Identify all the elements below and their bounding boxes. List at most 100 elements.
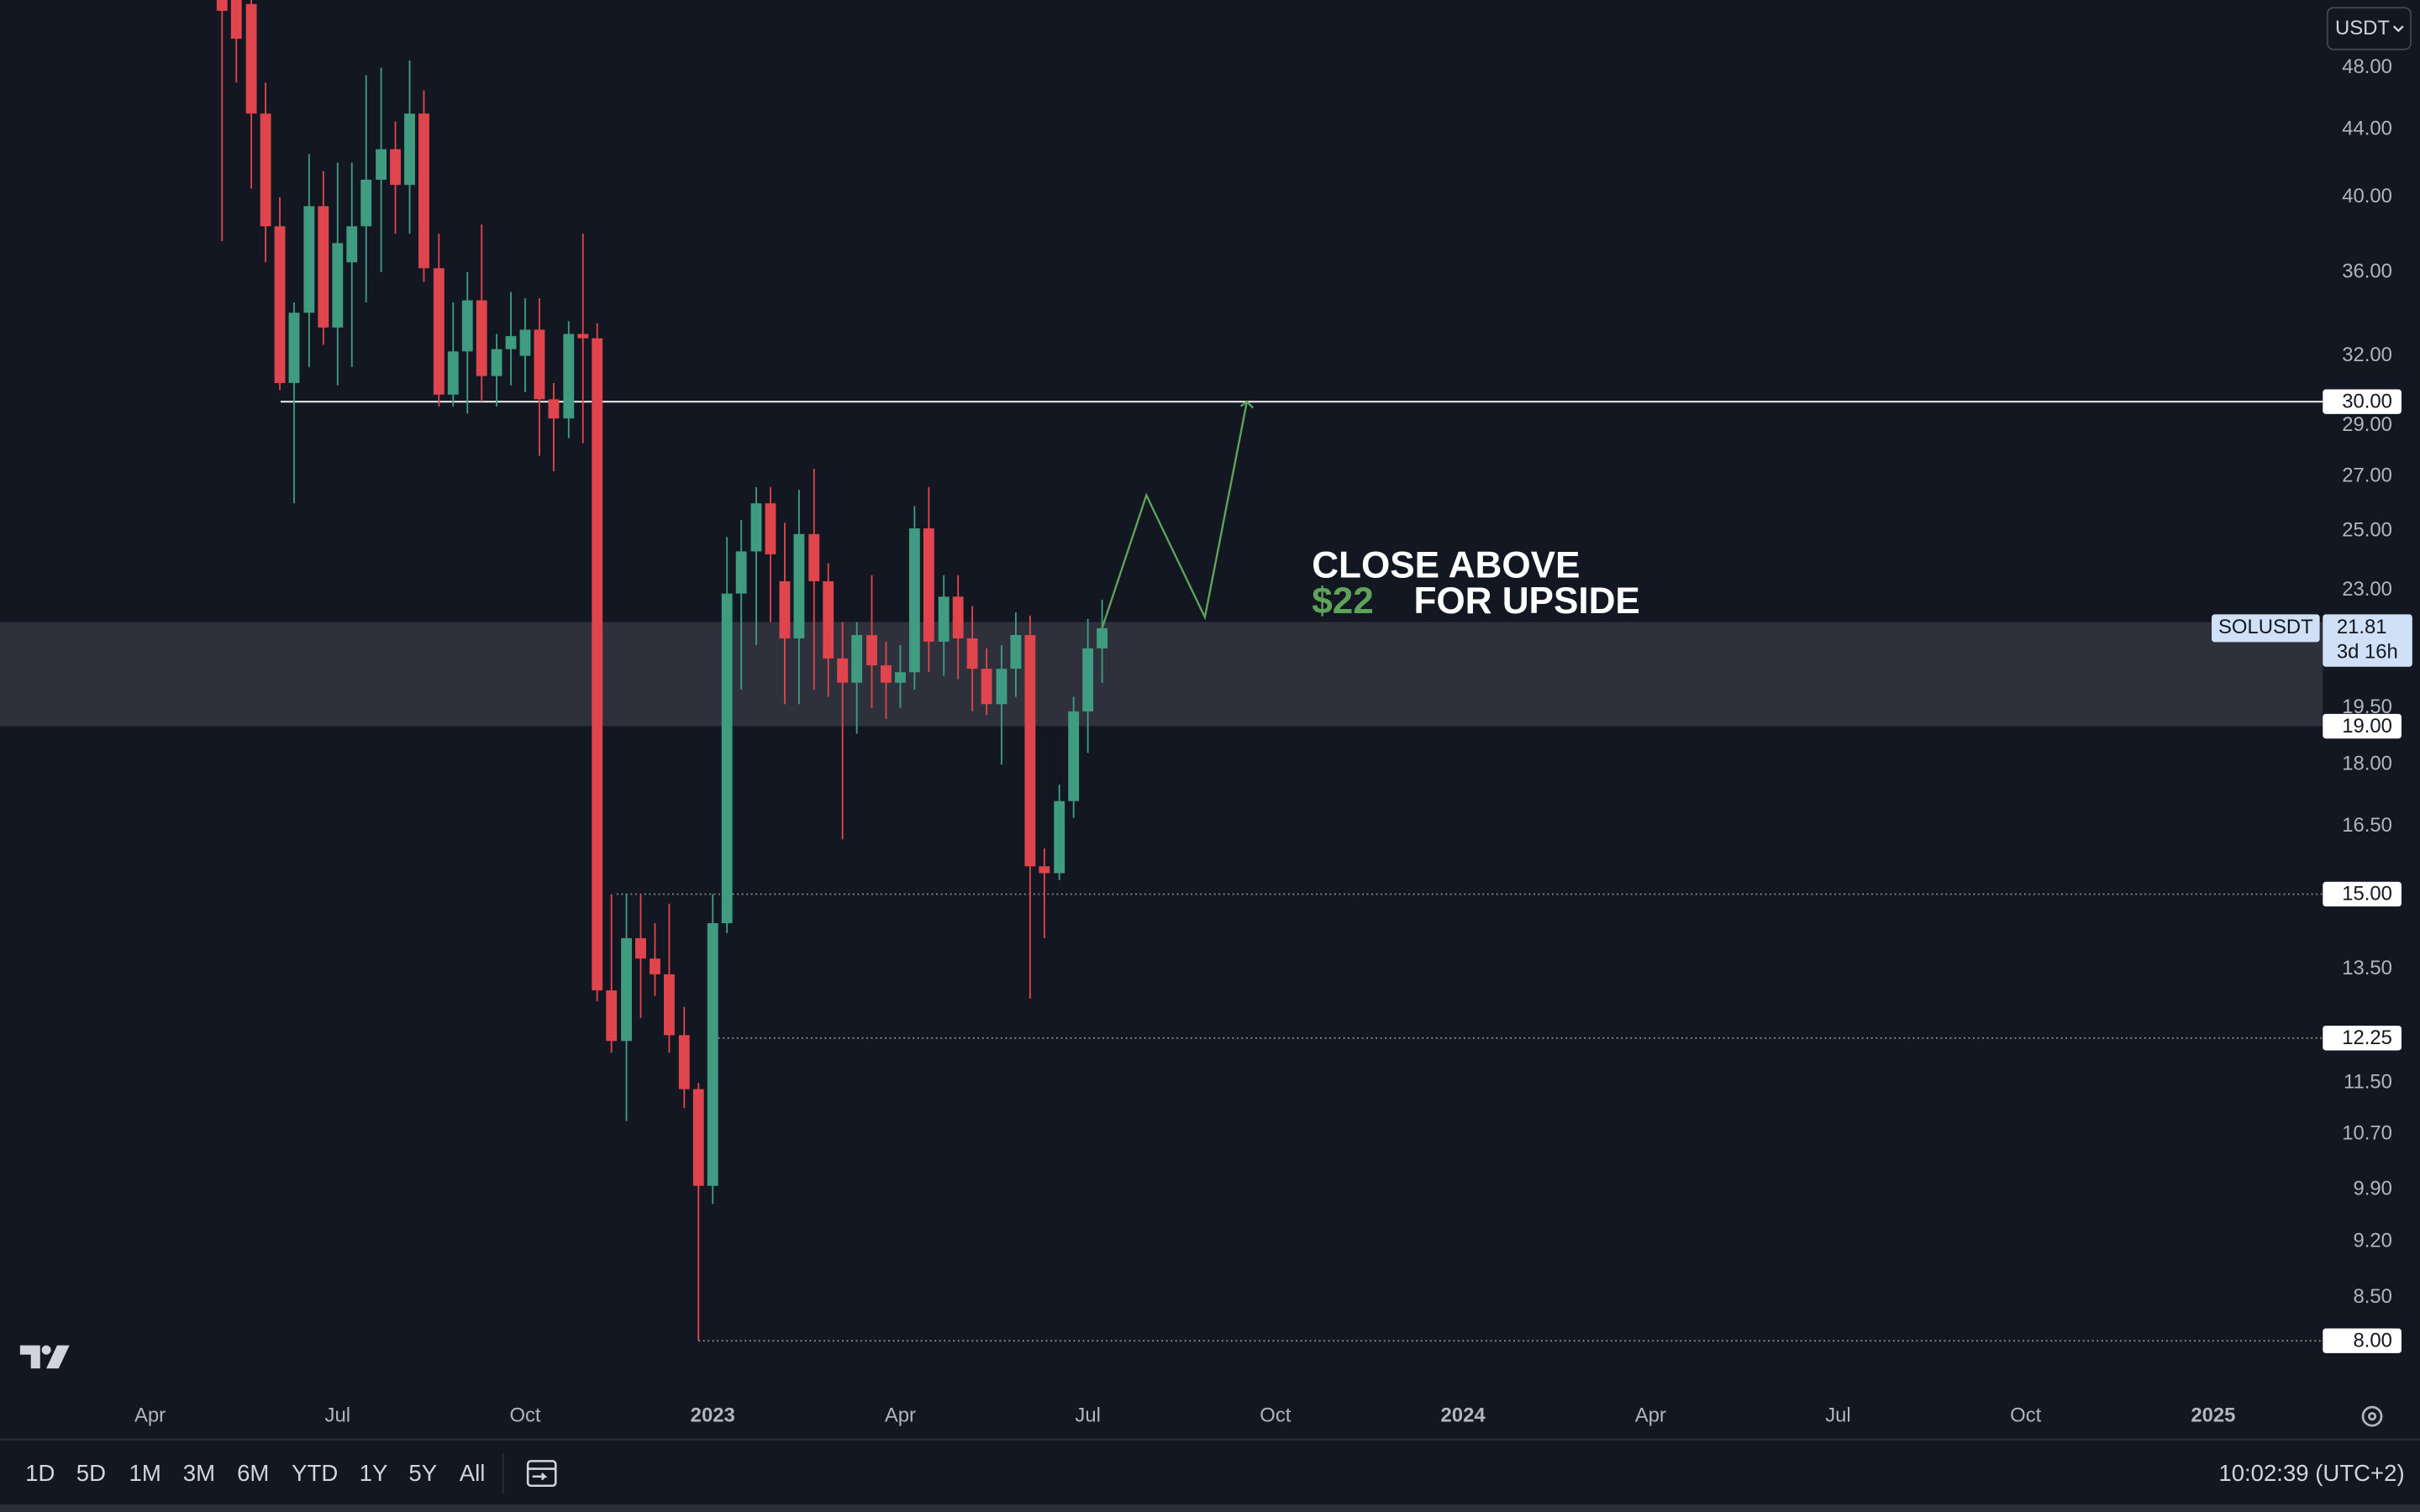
candle-body bbox=[923, 528, 934, 642]
candle-body bbox=[491, 349, 502, 376]
y-tick-label: 16.50 bbox=[2342, 814, 2392, 837]
candle-body bbox=[678, 1035, 690, 1089]
level-label-box bbox=[2323, 881, 2402, 907]
level-label: 8.00 bbox=[2354, 1329, 2392, 1352]
candle-body bbox=[866, 635, 877, 666]
candle-body bbox=[1097, 627, 1108, 648]
candle-body bbox=[793, 533, 805, 638]
currency-label[interactable]: USDT bbox=[2335, 17, 2390, 39]
candle-body bbox=[1082, 648, 1094, 711]
x-tick-label: Apr bbox=[134, 1404, 166, 1426]
y-tick-label: 8.50 bbox=[2354, 1285, 2392, 1308]
candle-body bbox=[1024, 635, 1036, 867]
level-label-box bbox=[2323, 389, 2402, 414]
candle-body bbox=[808, 533, 820, 581]
y-tick-label: 32.00 bbox=[2342, 344, 2392, 366]
candle-body bbox=[707, 923, 718, 1186]
candle-body bbox=[1010, 635, 1022, 669]
x-tick-label: Apr bbox=[1635, 1404, 1666, 1426]
x-tick-label: 2024 bbox=[1441, 1404, 1486, 1426]
level-label-box bbox=[2323, 713, 2402, 739]
annotation-line2: FOR UPSIDE bbox=[1413, 580, 1639, 622]
x-tick-label: Oct bbox=[509, 1404, 540, 1426]
y-tick-label: 29.00 bbox=[2342, 413, 2392, 436]
settings-icon[interactable] bbox=[2361, 1405, 2383, 1427]
level-label: 30.00 bbox=[2342, 390, 2392, 412]
x-tick-label: 2023 bbox=[691, 1404, 735, 1426]
candle-body bbox=[461, 300, 473, 352]
bottom-strip bbox=[0, 1504, 2420, 1512]
tradingview-logo bbox=[19, 1345, 70, 1369]
currency-button[interactable]: USDT bbox=[2326, 7, 2412, 50]
date-range-icon[interactable] bbox=[526, 1460, 557, 1488]
candle-body bbox=[318, 206, 329, 328]
candle-body bbox=[288, 312, 300, 383]
candle-body bbox=[245, 3, 257, 114]
level-label: 15.00 bbox=[2342, 883, 2392, 906]
candle-body bbox=[851, 635, 863, 683]
candle-body bbox=[721, 593, 733, 924]
x-tick-label: Jul bbox=[325, 1404, 351, 1426]
symbol-box bbox=[2212, 614, 2320, 643]
candle-body bbox=[592, 338, 603, 991]
candle-body bbox=[476, 300, 487, 376]
candle-body bbox=[376, 149, 387, 180]
candle-body bbox=[447, 351, 459, 395]
countdown: 3d 16h bbox=[2337, 641, 2398, 664]
annotation-line1: CLOSE ABOVE bbox=[1312, 545, 1580, 586]
candle-body bbox=[881, 665, 892, 683]
range-button[interactable]: YTD bbox=[292, 1460, 338, 1486]
level-label: 19.00 bbox=[2342, 715, 2392, 738]
x-tick-label: Jul bbox=[1075, 1404, 1100, 1426]
candle-body bbox=[346, 226, 358, 263]
range-button[interactable]: 1M bbox=[129, 1460, 161, 1486]
candle-body bbox=[692, 1089, 704, 1186]
candle-body bbox=[519, 329, 531, 356]
range-button[interactable]: 1D bbox=[25, 1460, 55, 1486]
y-tick-label: 36.00 bbox=[2342, 260, 2392, 282]
candle-body bbox=[563, 333, 575, 419]
clock: 10:02:39 (UTC+2) bbox=[2218, 1460, 2404, 1486]
y-tick-label: 27.00 bbox=[2342, 465, 2392, 487]
candle-body bbox=[534, 329, 545, 400]
candle-body bbox=[779, 580, 791, 638]
range-button[interactable]: 3M bbox=[183, 1460, 215, 1486]
candle-body bbox=[966, 638, 978, 669]
candle-body bbox=[433, 268, 445, 395]
candle-body bbox=[750, 503, 762, 552]
candle-body bbox=[260, 113, 271, 227]
projection-arrowhead bbox=[1239, 400, 1255, 409]
candle-body bbox=[216, 0, 228, 11]
candle-body bbox=[332, 243, 344, 328]
plot-area bbox=[0, 0, 2323, 1342]
candle-body bbox=[404, 113, 415, 186]
y-tick-label: 9.20 bbox=[2354, 1229, 2392, 1252]
candle-body bbox=[505, 336, 517, 349]
y-tick-label: 25.00 bbox=[2342, 519, 2392, 542]
range-button[interactable]: 6M bbox=[237, 1460, 269, 1486]
support-zone bbox=[0, 622, 2323, 727]
candle-body bbox=[981, 669, 992, 705]
projection-path bbox=[1101, 401, 1249, 629]
range-button[interactable]: 1Y bbox=[360, 1460, 388, 1486]
y-tick-label: 11.50 bbox=[2344, 1071, 2392, 1094]
candle-body bbox=[895, 672, 906, 683]
last-price-label: 21.81 bbox=[2337, 616, 2387, 638]
candle-body bbox=[823, 580, 834, 659]
candle-body bbox=[1068, 711, 1080, 801]
level-label-box bbox=[2323, 1328, 2402, 1353]
range-button[interactable]: All bbox=[460, 1460, 486, 1486]
symbol-label: SOLUSDT bbox=[2218, 616, 2313, 638]
candle-body bbox=[635, 937, 646, 959]
x-tick-label: Jul bbox=[1825, 1404, 1851, 1426]
y-tick-label: 40.00 bbox=[2342, 185, 2392, 207]
last-price-box bbox=[2323, 614, 2412, 667]
candle-body bbox=[274, 226, 286, 383]
candle-body bbox=[837, 658, 849, 683]
range-button[interactable]: 5Y bbox=[408, 1460, 437, 1486]
candle-body bbox=[360, 179, 372, 227]
range-button[interactable]: 5D bbox=[76, 1460, 106, 1486]
